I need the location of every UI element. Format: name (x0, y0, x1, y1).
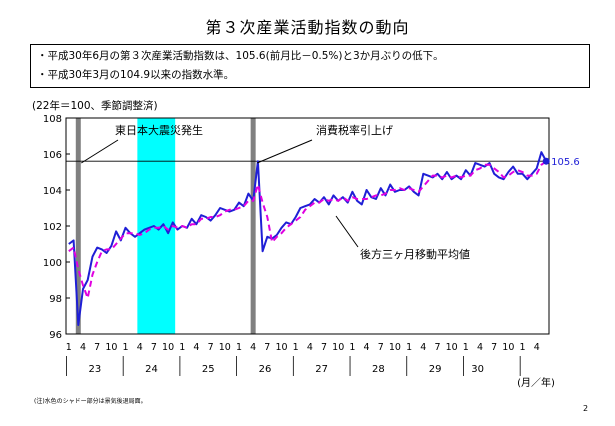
x-tick-label: 7 (94, 342, 100, 353)
x-tick-label: 10 (275, 342, 287, 353)
x-tick-label: 1 (293, 342, 299, 353)
year-label: 23 (88, 364, 101, 375)
unit-label: (22年＝100、季節調整済) (32, 100, 158, 112)
event-arrow-tax (256, 139, 313, 164)
page-title: 第３次産業活動指数の動向 (205, 18, 410, 37)
x-tick-label: 7 (434, 342, 440, 353)
y-tick-label: 100 (43, 258, 62, 269)
summary-line-2: ・平成30年3月の104.9以来の指数水準。 (37, 69, 235, 81)
x-tick-label: 1 (179, 342, 185, 353)
x-tick-label: 7 (208, 342, 214, 353)
x-tick-label: 1 (123, 342, 129, 353)
x-tick-label: 4 (193, 342, 199, 353)
x-tick-label: 7 (491, 342, 497, 353)
recession-shade (137, 118, 176, 334)
x-tick-label: 4 (477, 342, 483, 353)
x-tick-label: 7 (321, 342, 327, 353)
y-tick-label: 106 (43, 150, 62, 161)
x-tick-label: 1 (236, 342, 242, 353)
x-tick-label: 10 (332, 342, 344, 353)
year-label: 30 (471, 364, 484, 375)
page-number: 2 (583, 404, 589, 413)
year-label: 28 (372, 364, 385, 375)
year-label: 27 (315, 364, 328, 375)
x-tick-label: 7 (264, 342, 270, 353)
x-tick-label: 10 (389, 342, 401, 353)
x-tick-label: 1 (349, 342, 355, 353)
y-tick-label: 96 (49, 330, 62, 341)
series-line-index (68, 151, 548, 326)
summary-line-1: ・平成30年6月の第３次産業活動指数は、105.6(前月比－0.5%)と3か月ぶ… (37, 50, 444, 62)
x-tick-label: 1 (520, 342, 526, 353)
series-line-moving-average (68, 160, 547, 299)
x-tick-label: 7 (378, 342, 384, 353)
event-bar-1 (75, 118, 81, 334)
y-tick-label: 104 (43, 186, 62, 197)
x-tick-label: 10 (105, 342, 117, 353)
x-tick-label: 4 (364, 342, 370, 353)
x-tick-label: 1 (463, 342, 469, 353)
event-label-tax: 消費税率引上げ (316, 123, 393, 137)
y-tick-label: 98 (49, 294, 62, 305)
x-tick-label: 1 (66, 342, 72, 353)
end-value-label: 105.6 (551, 157, 580, 168)
year-label: 24 (145, 364, 158, 375)
x-tick-label: 4 (534, 342, 540, 353)
event-bar-2 (250, 118, 256, 334)
x-tick-label: 10 (502, 342, 514, 353)
moving-average-pointer (335, 215, 359, 248)
x-tick-label: 10 (162, 342, 174, 353)
end-point-marker (542, 157, 550, 165)
summary-box: ・平成30年6月の第３次産業活動指数は、105.6(前月比－0.5%)と3か月ぶ… (30, 44, 590, 88)
year-label: 26 (259, 364, 272, 375)
x-tick-label: 7 (151, 342, 157, 353)
y-tick-label: 108 (43, 114, 62, 125)
x-tick-label: 4 (137, 342, 143, 353)
event-label-earthquake: 東日本大震災発生 (115, 123, 203, 137)
x-tick-label: 10 (446, 342, 458, 353)
footnote: (注)水色のシャドー部分は景気後退局面。 (34, 398, 147, 405)
x-tick-label: 1 (406, 342, 412, 353)
moving-average-label: 後方三ヶ月移動平均値 (360, 247, 470, 261)
year-label: 29 (429, 364, 442, 375)
x-tick-label: 4 (307, 342, 313, 353)
x-tick-label: 4 (80, 342, 86, 353)
x-tick-label: 10 (219, 342, 231, 353)
x-unit-label: (月／年) (517, 376, 555, 389)
x-tick-label: 4 (250, 342, 256, 353)
year-label: 25 (202, 364, 215, 375)
y-tick-label: 102 (43, 222, 62, 233)
x-tick-label: 4 (420, 342, 426, 353)
event-arrow-earthquake (81, 139, 119, 164)
